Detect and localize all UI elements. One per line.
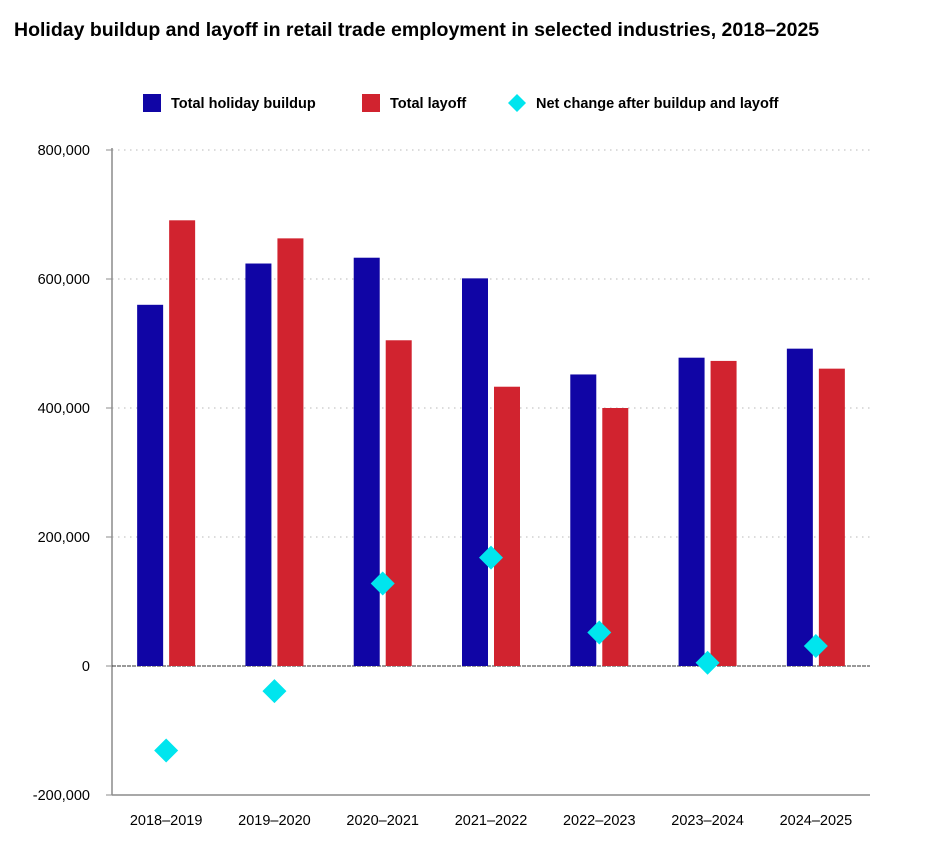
y-tick-label: 600,000 — [38, 272, 90, 288]
gridlines — [112, 149, 870, 538]
x-tick-label: 2022–2023 — [563, 813, 636, 829]
bar-buildup-2018–2019[interactable] — [137, 304, 164, 666]
legend-item-2[interactable]: Net change after buildup and layoff — [508, 94, 779, 112]
bar-layoff-2020–2021[interactable] — [385, 340, 412, 666]
x-tick-label: 2021–2022 — [455, 813, 528, 829]
y-tick-label: 400,000 — [38, 401, 90, 417]
bar-layoff-2024–2025[interactable] — [818, 368, 845, 666]
y-tick-label: 0 — [82, 659, 90, 675]
bar-buildup-2021–2022[interactable] — [462, 278, 488, 666]
tick-labels: -200,000 0 200,000 400,000 600,000 800,000 201… — [33, 143, 852, 829]
marker-net-change-2019–2020[interactable] — [262, 679, 287, 704]
bars — [137, 220, 845, 667]
bar-layoff-2022–2023[interactable] — [602, 408, 629, 666]
legend-swatch — [143, 94, 161, 112]
bar-buildup-2019–2020[interactable] — [245, 263, 272, 666]
legend: Total holiday buildup Total layoff Net cha… — [143, 94, 779, 112]
marker-net-change-2024–2025[interactable] — [803, 634, 828, 659]
x-tick-label: 2020–2021 — [346, 813, 419, 829]
y-tick-label: -200,000 — [33, 788, 90, 804]
marker-net-change-2021–2022[interactable] — [479, 545, 503, 570]
x-tick-label: 2019–2020 — [238, 813, 311, 829]
bar-buildup-2024–2025[interactable] — [786, 348, 813, 666]
marker-net-change-2018–2019[interactable] — [154, 738, 179, 763]
bar-layoff-2021–2022[interactable] — [494, 386, 520, 666]
x-tick-label: 2024–2025 — [780, 813, 853, 829]
markers — [154, 545, 828, 763]
legend-swatch — [362, 94, 380, 112]
legend-label: Net change after buildup and layoff — [536, 96, 779, 112]
bar-layoff-2023–2024[interactable] — [710, 360, 737, 666]
x-tick-label: 2018–2019 — [130, 813, 203, 829]
legend-label: Total layoff — [390, 96, 466, 112]
marker-net-change-2023–2024[interactable] — [695, 650, 720, 675]
bar-layoff-2019–2020[interactable] — [277, 238, 304, 667]
x-tick-label: 2023–2024 — [671, 813, 744, 829]
bar-buildup-2022–2023[interactable] — [570, 374, 597, 666]
axes — [106, 148, 870, 796]
marker-net-change-2022–2023[interactable] — [587, 620, 612, 645]
chart-title: Holiday buildup and layoff in retail tra… — [14, 19, 820, 41]
legend-label: Total holiday buildup — [171, 96, 316, 112]
y-tick-label: 800,000 — [38, 143, 90, 159]
legend-swatch — [508, 94, 526, 112]
legend-item-1[interactable]: Total layoff — [362, 94, 466, 112]
legend-item-0[interactable]: Total holiday buildup — [143, 94, 316, 112]
y-tick-label: 200,000 — [38, 530, 90, 546]
bar-layoff-2018–2019[interactable] — [169, 220, 196, 666]
marker-net-change-2020–2021[interactable] — [370, 571, 395, 596]
bar-buildup-2023–2024[interactable] — [678, 357, 705, 666]
bar-buildup-2020–2021[interactable] — [353, 257, 380, 666]
